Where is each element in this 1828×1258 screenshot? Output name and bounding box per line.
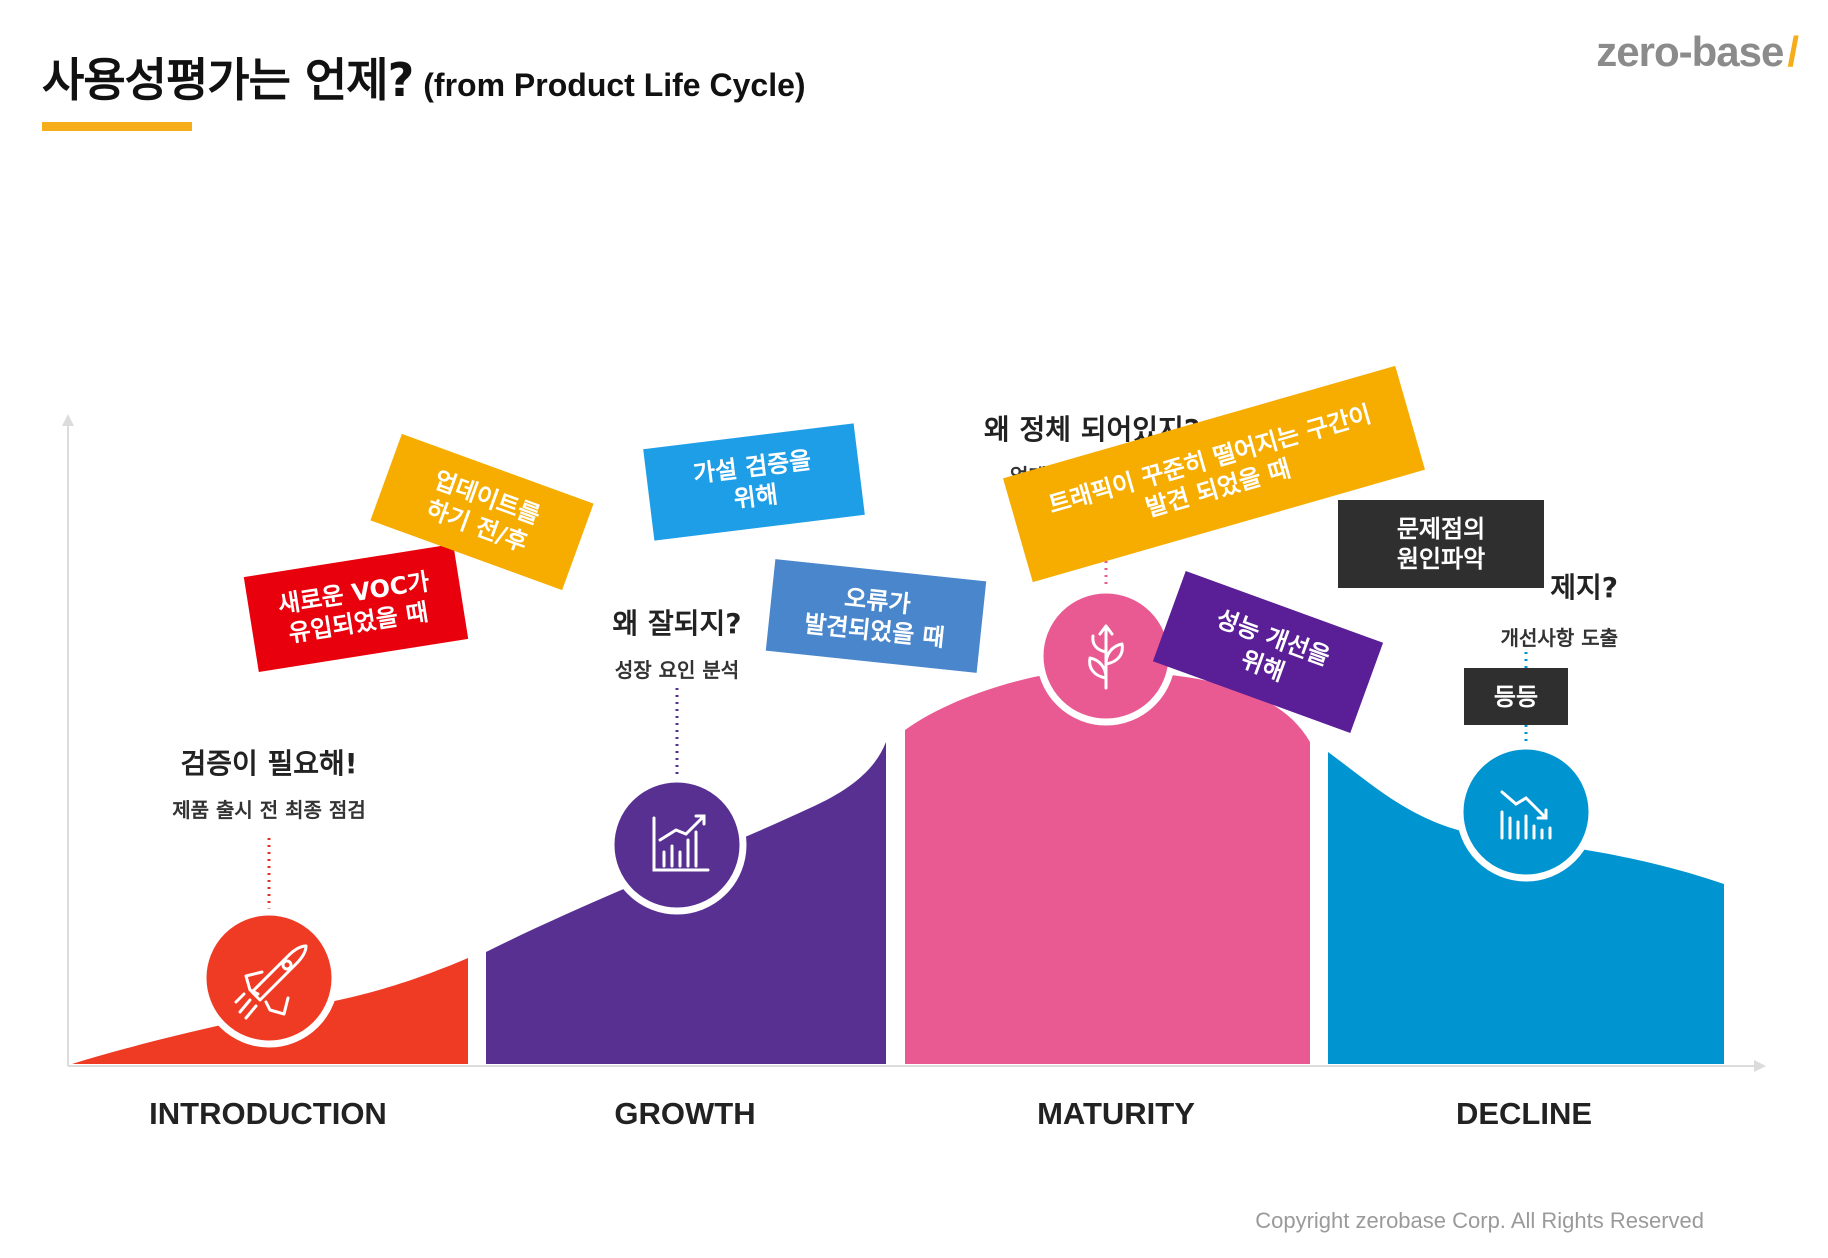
page-title-main: 사용성평가는 언제? [42,53,414,107]
page-title: 사용성평가는 언제? (from Product Life Cycle) [42,44,806,110]
page-title-sub: (from Product Life Cycle) [423,67,806,103]
x-axis-arrow [1754,1060,1766,1072]
decline-question: 제지? [1550,571,1618,604]
phase-label-maturity: MATURITY [1037,1096,1195,1131]
plant-icon [1036,586,1176,726]
title-underline [42,122,192,131]
decline-area [1328,752,1724,1064]
rocket-icon [199,908,339,1048]
growth-description: 성장 요인 분석 [614,658,740,682]
phase-label-introduction: INTRODUCTION [149,1096,387,1131]
growth-question: 왜 잘되지? [612,607,742,640]
sticker-etc: 등등 [1464,668,1568,725]
sticker-root-cause: 문제점의 원인파악 [1338,500,1544,588]
maturity-area [905,669,1310,1064]
introduction-area [72,958,468,1064]
zero-base-logo: zero-base/ [1596,28,1799,76]
introduction-question: 검증이 필요해! [180,747,358,780]
decline-description: 개선사항 도출 [1500,626,1618,650]
growth-heading: 왜 잘되지? 성장 요인 분석 [577,602,777,683]
y-axis-arrow [62,414,74,426]
introduction-description: 제품 출시 전 최종 점검 [172,798,366,822]
copyright-notice: Copyright zerobase Corp. All Rights Rese… [1255,1208,1704,1233]
logo-slash: / [1787,28,1799,75]
phase-label-growth: GROWTH [614,1096,756,1131]
growth-chart-icon [607,775,747,915]
phase-label-decline: DECLINE [1455,1096,1593,1131]
decline-chart-icon [1456,742,1596,882]
decline-heading: 제지? 개선사항 도출 [1458,566,1618,651]
logo-text: zero-base [1596,28,1784,75]
introduction-heading: 검증이 필요해! 제품 출시 전 최종 점검 [118,742,420,823]
